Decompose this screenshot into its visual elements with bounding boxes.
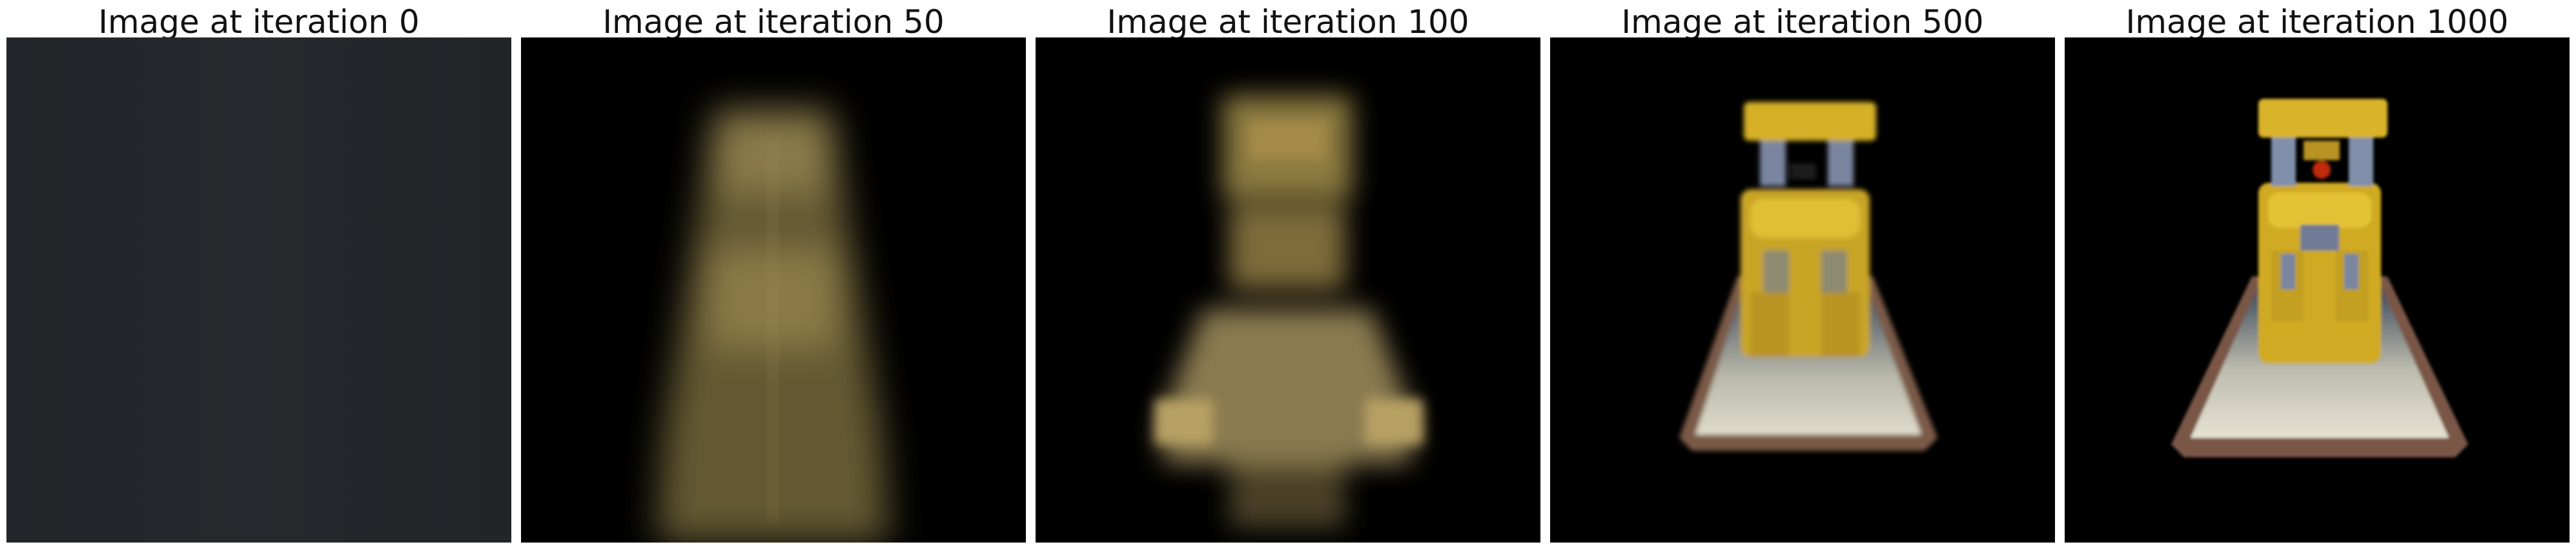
panel-iteration-0: Image at iteration 0: [6, 0, 511, 549]
render-svg: [1550, 37, 2055, 543]
render-image-iteration-50: [521, 37, 1026, 543]
render-image-iteration-1000: [2065, 37, 2570, 543]
render-image-iteration-500: [1550, 37, 2055, 543]
toy-bulldozer: [2171, 99, 2468, 457]
blurry-object-silhouette: [1158, 96, 1416, 528]
panel-iteration-100: Image at iteration 100: [1036, 0, 1540, 549]
panel-title: Image at iteration 1000: [2125, 3, 2509, 41]
panel-title: Image at iteration 100: [1107, 3, 1469, 41]
panel-title: Image at iteration 0: [98, 3, 420, 41]
gray-noise-field: [6, 37, 511, 543]
render-svg: [521, 37, 1026, 543]
panel-iteration-500: Image at iteration 500: [1550, 0, 2055, 549]
panel-iteration-50: Image at iteration 50: [521, 0, 1026, 549]
panel-iteration-1000: Image at iteration 1000: [2065, 0, 2570, 549]
render-image-iteration-0: [6, 37, 511, 543]
render-svg: [1036, 37, 1540, 543]
toy-bulldozer: [1679, 102, 1937, 451]
render-svg: [2065, 37, 2570, 543]
panel-title: Image at iteration 50: [602, 3, 945, 41]
render-svg: [6, 37, 511, 543]
render-image-iteration-100: [1036, 37, 1540, 543]
panel-title: Image at iteration 500: [1621, 3, 1984, 41]
